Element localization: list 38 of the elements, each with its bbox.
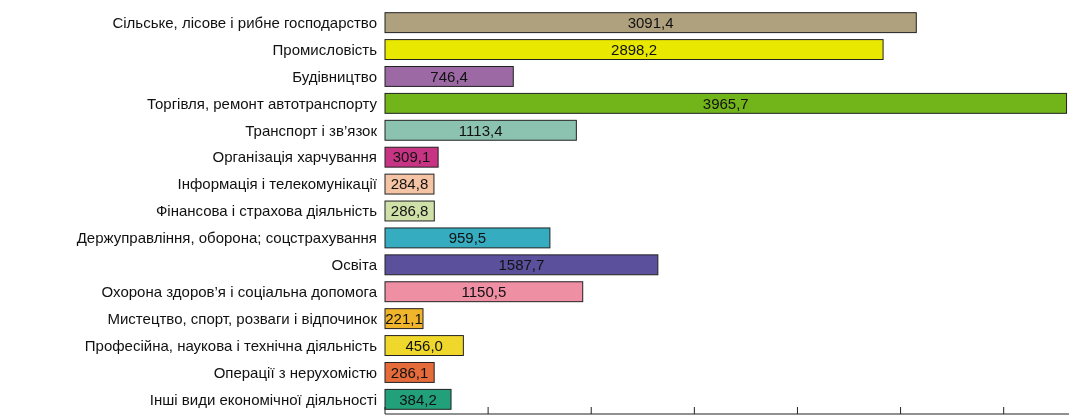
data-label: 959,5 [448, 229, 487, 247]
data-label: 309,1 [392, 148, 431, 166]
data-label: 746,4 [430, 67, 468, 85]
y-tick-label: Сільське, лісове і рибне господарство [112, 13, 377, 31]
data-label: 2898,2 [611, 40, 657, 58]
data-label: 1587,7 [498, 256, 545, 274]
bar [384, 66, 514, 87]
bar [384, 254, 659, 276]
y-tick-label: Організація харчування [212, 148, 377, 166]
y-tick-label: Інші види економічної діяльності [149, 390, 377, 408]
y-tick-label: Транспорт і зв’язок [245, 121, 378, 139]
y-tick-label: Інформація і телекомунікації [177, 175, 378, 193]
data-label: 1150,5 [461, 282, 507, 300]
y-tick-label: Охорона здоров’я і соціальна допомога [101, 282, 378, 300]
data-label: 284,8 [390, 175, 429, 193]
bar [384, 119, 577, 141]
bar [384, 92, 1068, 114]
y-tick-label: Фінансова і страхова діяльність [155, 202, 378, 220]
bar [384, 227, 551, 249]
y-tick-label: Будівництво [292, 67, 377, 85]
data-label: 456,0 [405, 336, 443, 354]
data-label: 1113,4 [458, 121, 503, 139]
data-label: 384,2 [399, 390, 437, 408]
data-label: 286,8 [390, 202, 429, 220]
data-label: 286,1 [390, 363, 429, 381]
y-tick-label: Професійна, наукова і технічна діяльність [84, 336, 378, 354]
bar [384, 281, 584, 303]
data-label: 3091,4 [627, 13, 674, 31]
data-label: 221,1 [385, 309, 423, 327]
y-tick-label: Операції з нерухомістю [213, 363, 377, 381]
y-tick-label: Освіта [331, 256, 378, 274]
y-tick-label: Торгівля, ремонт автотранспорту [146, 94, 378, 112]
y-tick-label: Мистецтво, спорт, розваги і відпочинок [107, 309, 378, 327]
y-tick-label: Держуправління, оборона; соцстрахування [76, 229, 377, 247]
data-label: 3965,7 [702, 94, 749, 112]
bar [384, 12, 917, 34]
bar [384, 39, 884, 61]
y-tick-label: Промисловість [272, 40, 378, 58]
